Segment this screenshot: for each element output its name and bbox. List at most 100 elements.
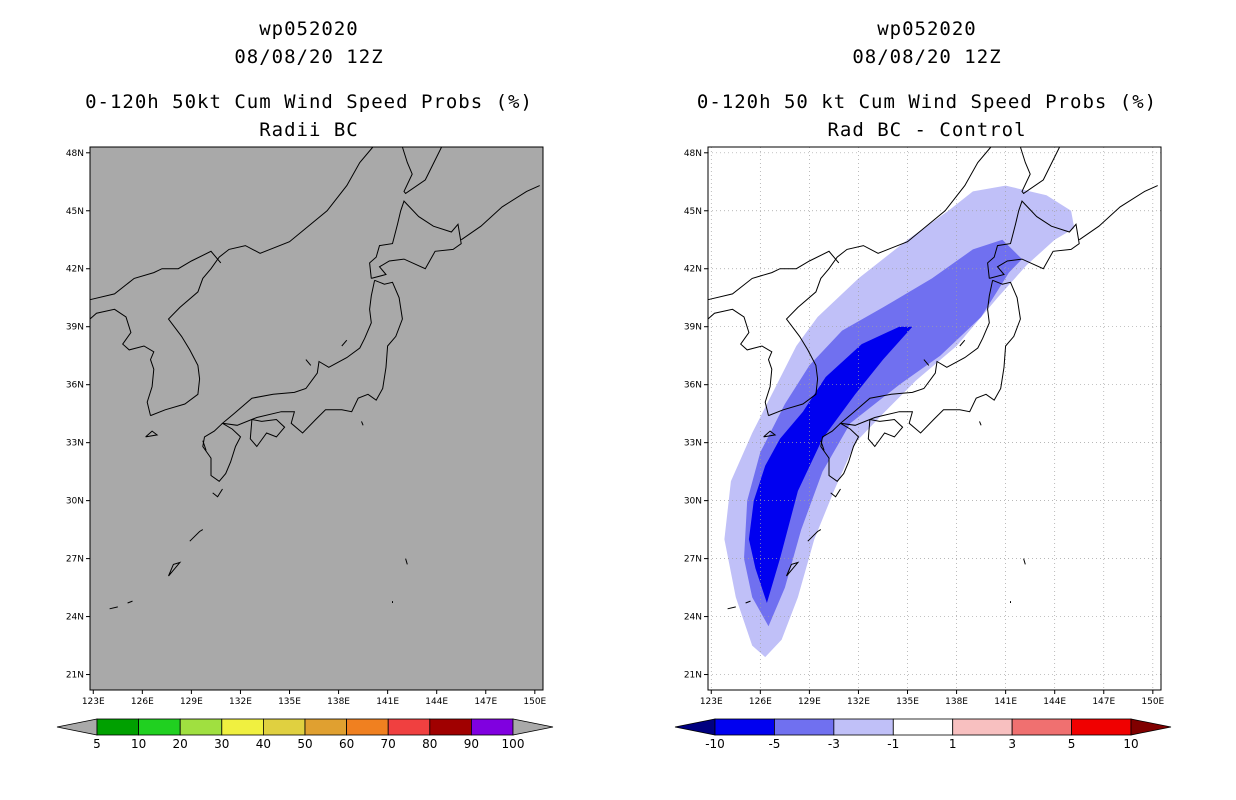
coastline (979, 421, 982, 426)
coastline (830, 488, 841, 498)
colorbar-swatch (96, 718, 139, 736)
lat-tick-label: 27N (684, 555, 702, 565)
colorbar-swatch (262, 718, 306, 736)
lon-tick-label: 126E (749, 697, 772, 707)
colorbar-label: 1 (949, 737, 957, 751)
coastline (820, 422, 860, 482)
colorbar-label: 40 (256, 737, 271, 751)
lat-tick-label: 33N (684, 439, 702, 449)
left-panel: wp052020 08/08/20 12Z 0-120h 50kt Cum Wi… (56, 18, 554, 751)
storm-id: wp052020 (877, 18, 977, 40)
colorbar-swatch (304, 718, 347, 736)
contour-band (744, 239, 1022, 627)
coastline (727, 606, 736, 610)
colorbar-label: 50 (297, 737, 312, 751)
lat-tick-label: 27N (66, 555, 84, 565)
colorbar-label: 3 (1008, 737, 1016, 751)
lon-tick-label: 144E (1043, 697, 1066, 707)
colorbar-label: 5 (1068, 737, 1076, 751)
colorbar-over-triangle (512, 718, 554, 736)
coastline (89, 308, 155, 416)
coastline (923, 359, 930, 366)
colorbar-label: 30 (214, 737, 229, 751)
coastline (341, 339, 348, 347)
coastline (786, 561, 800, 577)
coastline (707, 308, 773, 416)
right-map-chart: 123E 126E 129E 132E 135E 138E 141E 144E 147E 150E… (674, 146, 1172, 751)
coastline (460, 185, 540, 241)
coastlines (89, 146, 540, 610)
coastline (867, 418, 904, 448)
colorbar-swatch (774, 718, 835, 736)
colorbar-label: 70 (381, 737, 396, 751)
coastline (820, 440, 825, 451)
colorbar-swatch (1011, 718, 1072, 736)
chart-title: 0-120h 50kt Cum Wind Speed Probs (%) (85, 91, 533, 113)
colorbar-label: -3 (828, 737, 840, 751)
lat-tick-label: 45N (66, 207, 84, 217)
lon-tick-label: 123E (82, 697, 105, 707)
coastline (707, 250, 840, 301)
coastline (1023, 558, 1026, 565)
lat-tick-label: 30N (66, 497, 84, 507)
colorbar-under-triangle (56, 718, 98, 736)
colorbar-label: 100 (502, 737, 525, 751)
colorbar-label: -10 (705, 737, 725, 751)
coastline (168, 561, 182, 577)
colorbar-swatch (892, 718, 954, 736)
coastline (768, 146, 992, 417)
coastline (361, 421, 364, 426)
lon-tick-label: 132E (847, 697, 870, 707)
colorbar-swatch (221, 718, 264, 736)
chart-subtitle: Rad BC - Control (827, 119, 1027, 141)
lon-tick-label: 123E (700, 697, 723, 707)
datetime: 08/08/20 12Z (234, 46, 384, 68)
lon-tick-label: 141E (994, 697, 1017, 707)
coastline (202, 422, 242, 482)
lon-tick-label: 150E (523, 697, 546, 707)
colorbar-swatch (429, 718, 472, 736)
lat-tick-label: 21N (66, 671, 84, 681)
lon-tick-label: 147E (474, 697, 497, 707)
lon-tick-label: 129E (180, 697, 203, 707)
lat-tick-label: 48N (66, 149, 84, 159)
coastline (305, 359, 312, 366)
colorbar-under-triangle (674, 718, 716, 736)
colorbar-swatch (833, 718, 894, 736)
coastline (959, 339, 966, 347)
coastline (401, 146, 443, 195)
plot-frame (707, 146, 1162, 691)
chart-title: 0-120h 50 kt Cum Wind Speed Probs (%) (696, 91, 1158, 113)
left-map-chart: 123E 126E 129E 132E 135E 138E 141E 144E 147E 150E… (56, 146, 554, 751)
lat-tick-label: 42N (684, 265, 702, 275)
lat-tick-label: 21N (684, 671, 702, 681)
colorbar-swatch (387, 718, 431, 736)
coastline (763, 430, 777, 438)
lat-tick-label: 24N (684, 613, 702, 623)
colorbar-label: -1 (887, 737, 899, 751)
lon-tick-label: 150E (1141, 697, 1164, 707)
contour-band (748, 326, 913, 603)
colorbar-label: 80 (422, 737, 437, 751)
coastline (150, 146, 374, 417)
lat-tick-label: 30N (684, 497, 702, 507)
coastline (202, 440, 207, 451)
coastline (1078, 185, 1158, 241)
lon-tick-label: 138E (945, 697, 968, 707)
datetime: 08/08/20 12Z (852, 46, 1002, 68)
lat-tick-label: 48N (684, 149, 702, 159)
colorbar-label: 20 (173, 737, 188, 751)
lat-tick-label: 36N (684, 381, 702, 391)
plot-frame (89, 146, 544, 691)
colorbar-label: 90 (464, 737, 479, 751)
lon-tick-label: 147E (1092, 697, 1115, 707)
coastline (127, 600, 133, 604)
coastline (109, 606, 118, 610)
lat-tick-label: 39N (684, 323, 702, 333)
lon-tick-label: 135E (896, 697, 919, 707)
coastline (987, 200, 1080, 279)
colorbar-swatch (952, 718, 1013, 736)
right-panel: wp052020 08/08/20 12Z 0-120h 50 kt Cum W… (618, 0, 1236, 800)
colorbar-over-triangle (1130, 718, 1172, 736)
coastline (89, 250, 222, 301)
